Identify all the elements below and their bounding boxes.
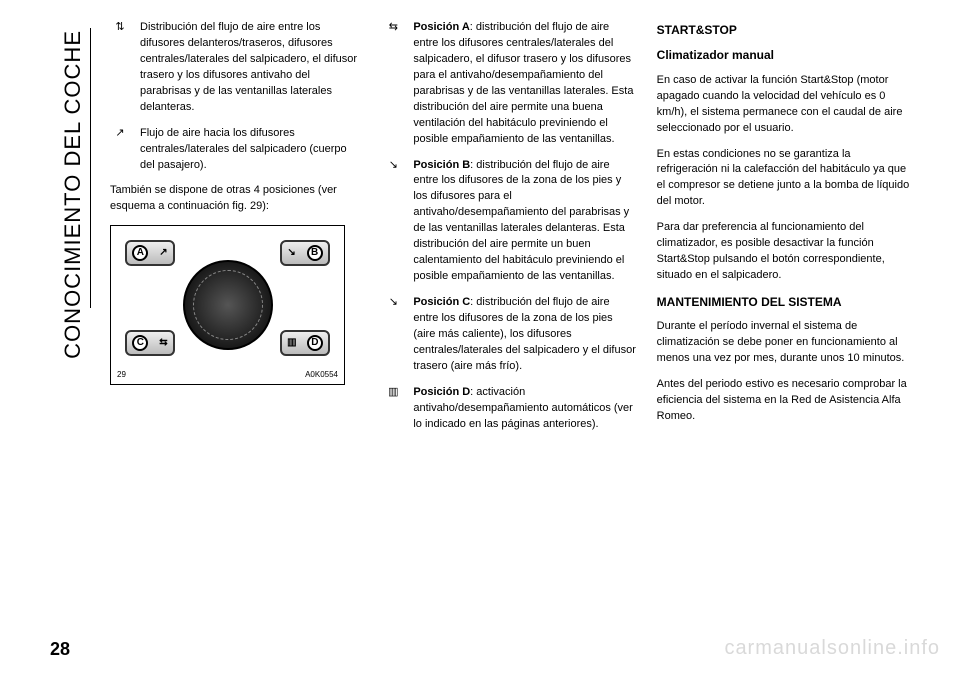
also-text: También se dispone de otras 4 posiciones… <box>110 183 363 215</box>
airflow-icon: ⇆ <box>159 336 167 351</box>
climate-dial <box>183 260 273 350</box>
airflow-icon: ↗ <box>159 246 167 261</box>
airflow-item: ↗ Flujo de aire hacia los difusores cent… <box>110 126 363 174</box>
column-2: ⇆ Posición A: distribución del flujo de … <box>383 20 636 638</box>
paragraph: En caso de activar la función Start&Stop… <box>657 73 910 137</box>
figure-29: A ↗ ↘ B C ⇆ ▥ D 29 A0K0554 <box>110 225 345 385</box>
airflow-item: ⇅ Distribución del flujo de aire entre l… <box>110 20 363 116</box>
heading-startstop: START&STOP <box>657 22 910 39</box>
position-text: Posición A: distribución del flujo de ai… <box>413 20 636 148</box>
airflow-face-icon: ↗ <box>110 126 130 174</box>
heading-maintenance: MANTENIMIENTO DEL SISTEMA <box>657 294 910 311</box>
airflow-mix-icon: ⇅ <box>110 20 130 116</box>
watermark: carmanualsonline.info <box>724 637 940 660</box>
position-text: Posición C: distribución del flujo de ai… <box>413 295 636 375</box>
position-button-a: A ↗ <box>125 240 175 266</box>
defrost-icon: ▥ <box>383 385 403 433</box>
column-1: ⇅ Distribución del flujo de aire entre l… <box>110 20 363 638</box>
position-item: ▥ Posición D: activación antivaho/desemp… <box>383 385 636 433</box>
page-content: ⇅ Distribución del flujo de aire entre l… <box>50 20 910 638</box>
paragraph: Durante el período invernal el sistema d… <box>657 319 910 367</box>
airflow-foot-icon: ↘ <box>383 158 403 286</box>
paragraph: Antes del periodo estivo es necesario co… <box>657 377 910 425</box>
label-b: B <box>307 245 323 261</box>
airflow-text: Flujo de aire hacia los difusores centra… <box>140 126 363 174</box>
position-button-b: ↘ B <box>280 240 330 266</box>
airflow-combo-icon: ⇆ <box>383 20 403 148</box>
airflow-icon: ↘ <box>287 246 295 261</box>
position-button-d: ▥ D <box>280 330 330 356</box>
label-a: A <box>132 245 148 261</box>
heading-manual: Climatizador manual <box>657 47 910 64</box>
position-text: Posición D: activación antivaho/desempañ… <box>413 385 636 433</box>
position-item: ↘ Posición B: distribución del flujo de … <box>383 158 636 286</box>
position-item: ⇆ Posición A: distribución del flujo de … <box>383 20 636 148</box>
position-item: ↘ Posición C: distribución del flujo de … <box>383 295 636 375</box>
figure-number: 29 <box>117 369 126 381</box>
column-3: START&STOP Climatizador manual En caso d… <box>657 20 910 638</box>
position-button-c: C ⇆ <box>125 330 175 356</box>
paragraph: Para dar preferencia al funcionamiento d… <box>657 220 910 284</box>
paragraph: En estas condiciones no se garantiza la … <box>657 147 910 211</box>
label-d: D <box>307 335 323 351</box>
defrost-icon: ▥ <box>287 336 296 351</box>
figure-code: A0K0554 <box>305 369 338 381</box>
label-c: C <box>132 335 148 351</box>
position-text: Posición B: distribución del flujo de ai… <box>413 158 636 286</box>
page-number: 28 <box>50 639 70 660</box>
airflow-foot-icon: ↘ <box>383 295 403 375</box>
airflow-text: Distribución del flujo de aire entre los… <box>140 20 363 116</box>
